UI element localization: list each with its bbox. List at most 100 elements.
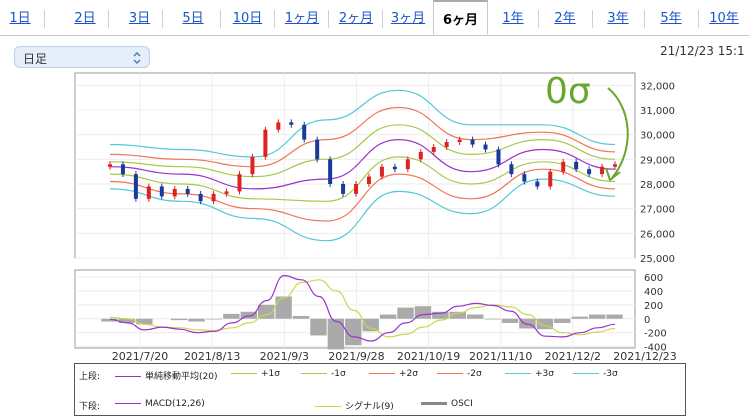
x-axis-date-label: 2021/7/20 xyxy=(112,350,168,363)
osci-bar xyxy=(118,318,136,323)
legend-item-plus1sigma: +1σ xyxy=(231,369,280,379)
osci-bar xyxy=(484,318,501,320)
stock-chart: 25,000 26,000 27,000 28,000 29,000 30,000 31,0… xyxy=(74,71,677,363)
candle-body xyxy=(600,166,605,175)
candle-body xyxy=(496,149,501,165)
macd-line xyxy=(109,274,616,342)
tab-3y[interactable]: 3年 xyxy=(607,11,629,26)
candle-body xyxy=(366,176,371,184)
osci-bar xyxy=(240,311,258,319)
tab-separator xyxy=(274,10,275,28)
sma20-line xyxy=(109,138,616,190)
legend-item-osci: OSCI xyxy=(421,399,473,409)
candle-body xyxy=(315,139,320,160)
tab-5d[interactable]: 5日 xyxy=(182,11,204,26)
tab-separator xyxy=(538,10,539,28)
plus1sigma-line xyxy=(109,124,616,178)
candle-body xyxy=(263,129,268,157)
lower-y-tick-label: 600 xyxy=(644,273,663,284)
candle-body xyxy=(341,184,346,194)
osci-bar xyxy=(379,314,397,319)
candle-body xyxy=(302,124,307,140)
chart-legend: 上段: 下段: 単純移動平均(20) +1σ -1σ +2σ -2σ +3σ -… xyxy=(74,363,686,416)
lower-y-tick-label: -400 xyxy=(644,343,667,354)
candle-period-select[interactable]: 日足 xyxy=(14,46,150,68)
candle-body xyxy=(418,151,423,160)
candle-body xyxy=(250,156,255,175)
candle-body xyxy=(276,122,281,130)
legend-item-minus1sigma: -1σ xyxy=(301,369,346,379)
candle-body xyxy=(120,164,125,175)
candle-body xyxy=(224,191,229,194)
x-axis-date-label: 2021/8/13 xyxy=(184,350,240,363)
osci-bar xyxy=(397,307,414,319)
x-axis-date-label: 2021/12/2 xyxy=(545,350,601,363)
tab-separator xyxy=(698,10,699,28)
upper-y-tick-label: 32,000 xyxy=(640,81,675,92)
tab-10d[interactable]: 10日 xyxy=(232,11,263,26)
x-axis-date-label: 2021/9/28 xyxy=(328,350,384,363)
osci-bar xyxy=(606,314,623,319)
upper-grid xyxy=(75,73,635,259)
tab-3d[interactable]: 3日 xyxy=(128,11,151,26)
updown-chevron-icon xyxy=(132,50,142,69)
lower-y-tick-label: 200 xyxy=(644,301,663,312)
legend-item-plus2sigma: +2σ xyxy=(369,369,418,379)
tab-1y[interactable]: 1年 xyxy=(502,11,524,26)
minus2sigma-line xyxy=(109,168,616,222)
tab-separator xyxy=(220,10,221,28)
candle-body xyxy=(354,184,359,194)
legend-item-minus3sigma: -3σ xyxy=(573,369,618,379)
legend-item-sma20: 単純移動平均(20) xyxy=(115,369,217,382)
candle-body xyxy=(146,186,151,199)
osci-bar xyxy=(571,316,588,319)
osci-bar xyxy=(536,318,554,330)
candle-body xyxy=(159,186,164,197)
tab-2d[interactable]: 2日 xyxy=(74,11,96,26)
tab-1d[interactable]: 1日 xyxy=(9,11,31,26)
candle-body xyxy=(470,139,475,145)
tab-2m[interactable]: 2ヶ月 xyxy=(338,11,374,26)
annotation-arrowhead-icon xyxy=(605,167,621,182)
candle-body xyxy=(405,159,410,170)
candle-body xyxy=(108,164,112,167)
plus3sigma-line xyxy=(109,89,616,158)
x-axis-date-labels: 2021/7/20 2021/8/13 2021/9/3 2021/9/28 2021/… xyxy=(112,350,677,363)
candle-body xyxy=(548,171,553,187)
last-update-timestamp: 21/12/23 15:1 xyxy=(660,44,745,58)
candle-body xyxy=(289,122,294,125)
tab-10y[interactable]: 10年 xyxy=(709,11,739,26)
candle-body xyxy=(185,188,190,194)
candle-period-value: 日足 xyxy=(23,52,48,66)
osci-bar xyxy=(554,318,571,323)
tab-separator xyxy=(644,10,645,28)
osci-bar xyxy=(205,318,223,320)
upper-y-tick-label: 28,000 xyxy=(640,180,675,191)
tab-6m[interactable]: 6ヶ月 xyxy=(433,0,488,35)
tab-separator xyxy=(162,10,163,28)
candle-body xyxy=(574,161,579,170)
candle-body xyxy=(483,144,488,150)
tab-2y[interactable]: 2年 xyxy=(554,11,576,26)
upper-panel-frame xyxy=(74,72,636,259)
candle-body xyxy=(457,139,462,143)
upper-y-tick-label: 27,000 xyxy=(640,205,675,216)
period-tab-bar: 1日 2日 3日 5日 10日 1ヶ月 2ヶ月 3ヶ月 6ヶ月 1年 2年 3年… xyxy=(0,0,750,36)
legend-item-signal: シグナル(9) xyxy=(315,399,394,412)
tab-5y[interactable]: 5年 xyxy=(660,11,682,26)
osci-bar xyxy=(223,313,240,319)
upper-y-tick-label: 29,000 xyxy=(640,155,675,166)
candle-body xyxy=(392,166,397,170)
osci-bar xyxy=(327,318,345,350)
legend-item-minus2sigma: -2σ xyxy=(437,369,482,379)
tab-3m[interactable]: 3ヶ月 xyxy=(390,11,426,26)
candle-body xyxy=(237,174,242,192)
osci-bar xyxy=(188,318,205,322)
tab-1m[interactable]: 1ヶ月 xyxy=(284,11,320,26)
minus1sigma-line xyxy=(109,156,616,202)
candle-body xyxy=(133,174,138,199)
osci-bar xyxy=(275,296,292,319)
candle-body xyxy=(613,164,617,167)
upper-y-tick-label: 30,000 xyxy=(640,131,675,142)
candle-body xyxy=(431,147,436,152)
